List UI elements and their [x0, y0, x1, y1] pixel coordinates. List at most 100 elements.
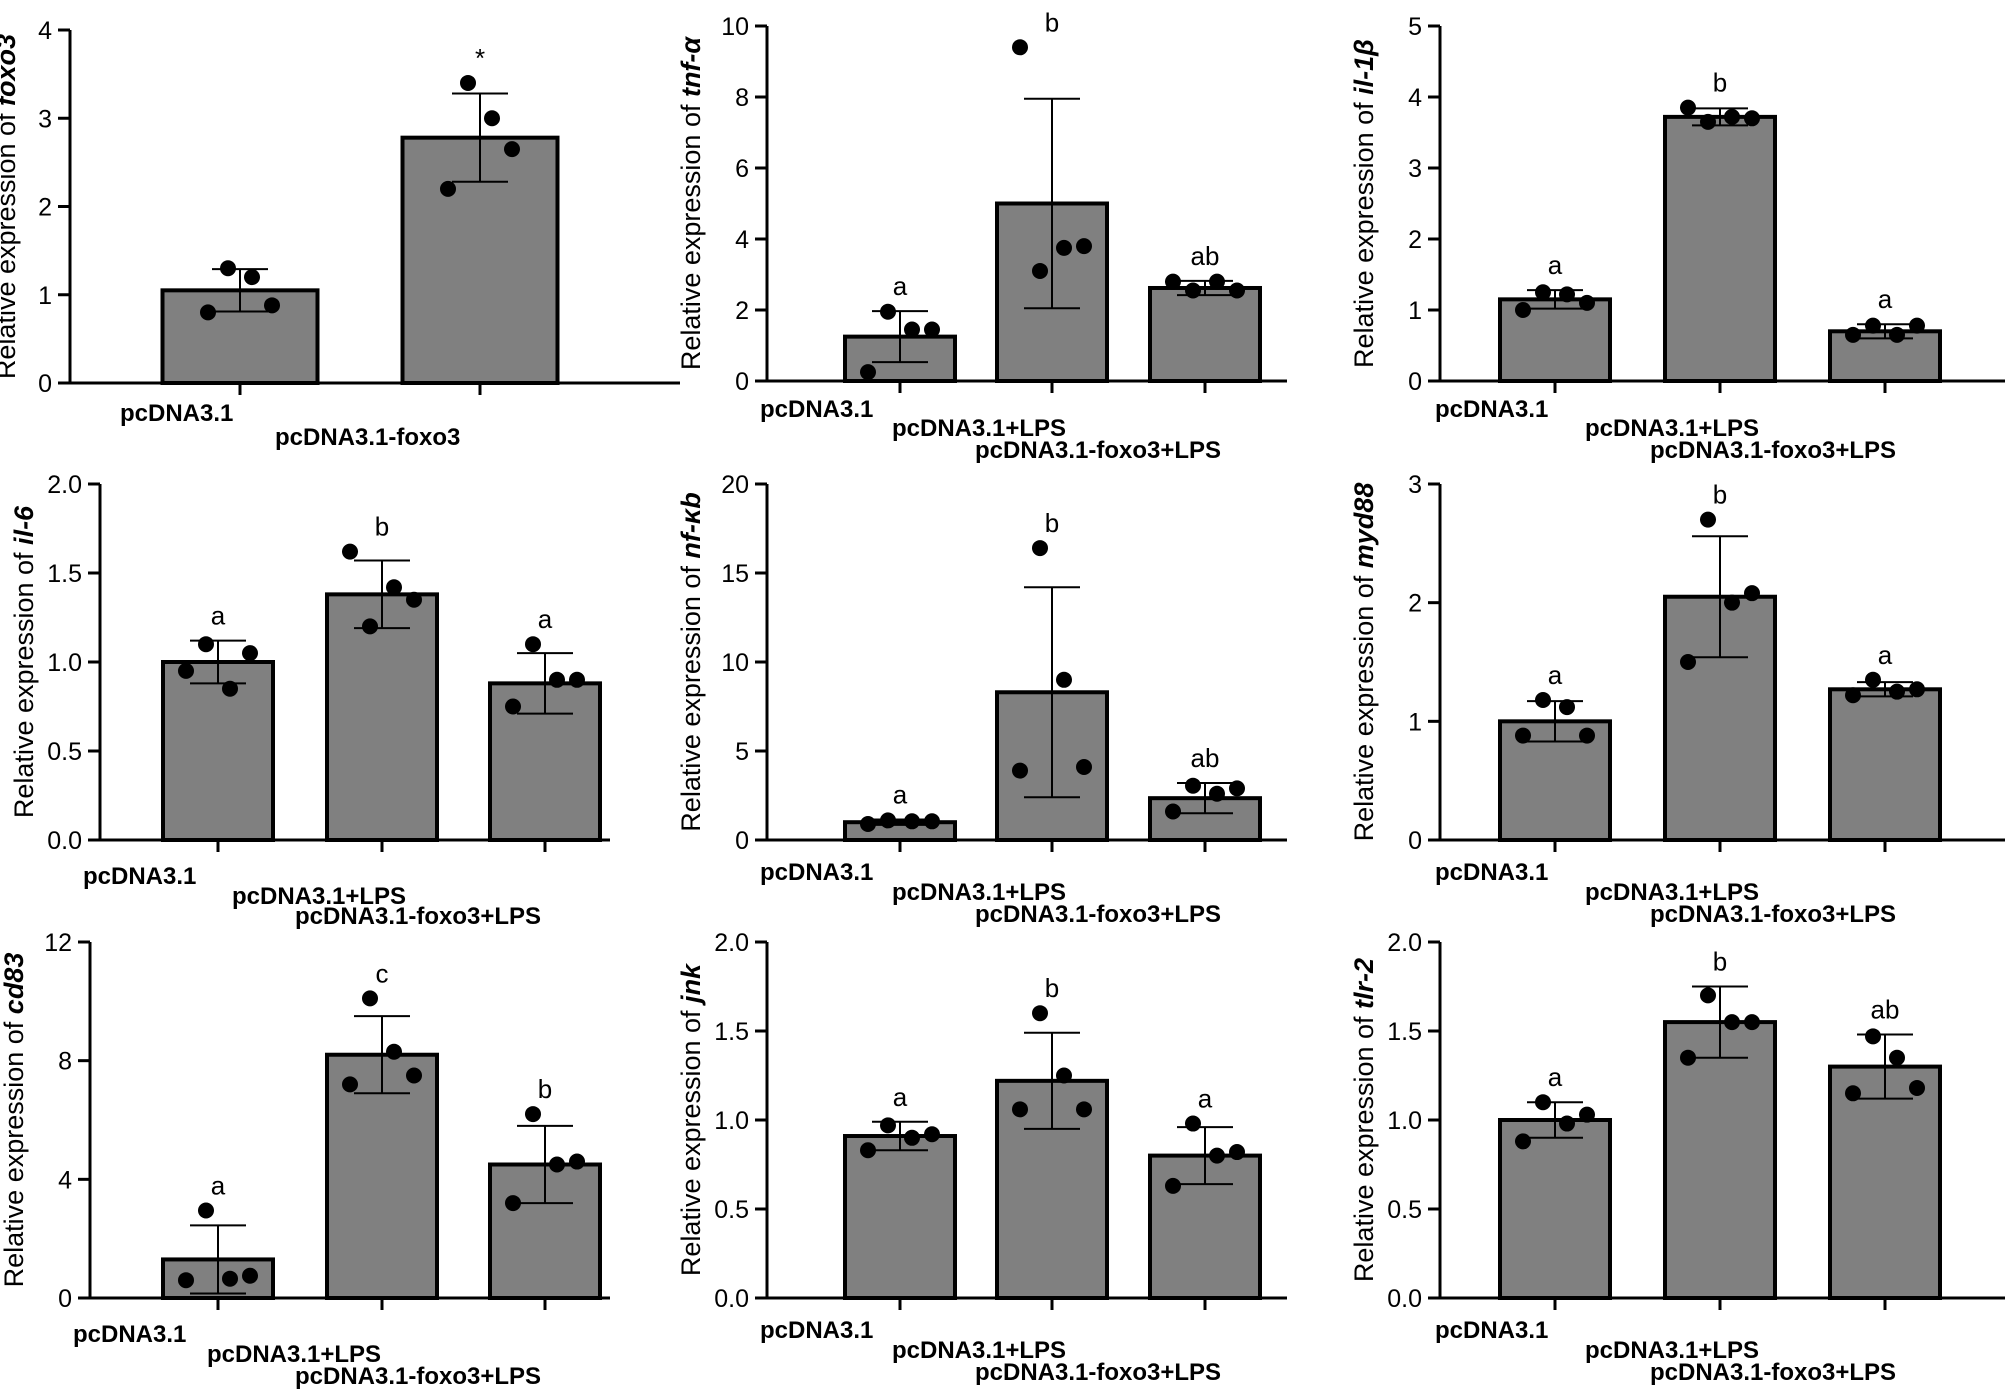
data-point [1165, 273, 1181, 290]
data-point [504, 141, 520, 158]
bar-pcDNA3.1-foxo3+LPS [1828, 687, 1942, 842]
y-tick-label: 3 [38, 105, 52, 133]
y-axis-label-gene: foxo3 [0, 34, 21, 106]
data-point [1515, 727, 1531, 744]
y-axis-label-gene: jnk [676, 962, 706, 1006]
data-point [1744, 1014, 1760, 1031]
data-point [242, 645, 258, 662]
data-point [244, 269, 260, 286]
y-tick-label: 1 [38, 282, 52, 310]
data-point [198, 636, 214, 653]
y-axis-label-prefix: Relative expression of [1349, 95, 1379, 368]
y-tick-label: 0 [1408, 827, 1422, 855]
data-point [924, 321, 940, 338]
chart-panel-tlr-2: 0.0 0.5 1.0 1.5 2.0 Relative expression of tl… [1349, 929, 2005, 1386]
significance-label: b [1045, 7, 1059, 37]
significance-label: b [538, 1074, 552, 1104]
y-tick-label: 0 [1408, 368, 1422, 396]
data-point [1076, 1101, 1092, 1118]
significance-label: a [1878, 284, 1893, 314]
data-point [1012, 762, 1028, 779]
y-tick-label: 2.0 [714, 929, 749, 957]
data-point [1680, 99, 1696, 116]
x-tick-label: pcDNA3.1 [760, 396, 873, 423]
data-point [924, 1126, 940, 1143]
y-tick-label: 4 [1408, 84, 1422, 112]
data-point [1185, 282, 1201, 299]
data-point [860, 364, 876, 381]
data-point [1744, 110, 1760, 127]
y-tick-label: 0 [38, 370, 52, 398]
y-tick-label: 20 [721, 471, 749, 499]
data-point [1889, 683, 1905, 700]
data-point [1865, 317, 1881, 334]
bar-pcDNA3.1-foxo3+LPS [1148, 285, 1262, 383]
bar-pcDNA3.1 [843, 1134, 957, 1301]
y-axis-label-gene: myd88 [1349, 483, 1379, 569]
data-point [924, 813, 940, 830]
data-point [904, 1129, 920, 1146]
y-axis-label-prefix: Relative expression of [0, 106, 21, 379]
y-tick-label: 2 [38, 194, 52, 222]
y-tick-label: 2 [735, 297, 749, 325]
y-axis-label-gene: il-6 [9, 505, 39, 545]
data-point [1865, 1028, 1881, 1045]
data-point [904, 813, 920, 830]
data-point [1515, 1133, 1531, 1150]
data-point [1056, 1067, 1072, 1084]
data-point [440, 180, 456, 197]
data-point [386, 579, 402, 596]
data-point [1229, 780, 1245, 797]
y-tick-label: 1.0 [1387, 1107, 1422, 1135]
chart-panel-cd83: 0 4 8 12 Relative expression of cd83 a pcDNA3.… [0, 929, 610, 1390]
x-tick-label: pcDNA3.1+LPS [207, 1341, 381, 1368]
significance-label: a [893, 1082, 908, 1112]
data-point [362, 990, 378, 1007]
y-tick-label: 4 [38, 17, 52, 45]
y-tick-label: 6 [735, 155, 749, 183]
data-point [1889, 326, 1905, 343]
data-point [1865, 671, 1881, 688]
significance-label: c [376, 958, 389, 988]
significance-label: a [893, 780, 908, 810]
data-point [1032, 262, 1048, 279]
x-tick-label: pcDNA3.1-foxo3+LPS [975, 901, 1221, 928]
bar-pcDNA3.1+LPS [1663, 1020, 1777, 1300]
data-point [880, 812, 896, 829]
y-tick-label: 0 [735, 827, 749, 855]
data-point [222, 1270, 238, 1287]
y-tick-label: 0.0 [47, 827, 82, 855]
data-point [860, 1142, 876, 1159]
data-point [549, 1156, 565, 1173]
data-point [1012, 39, 1028, 56]
x-tick-label: pcDNA3.1+LPS [1585, 415, 1759, 442]
bar-pcDNA3.1+LPS [1663, 114, 1777, 383]
significance-label: a [538, 604, 553, 634]
y-tick-label: 2.0 [1387, 929, 1422, 957]
x-tick-label: pcDNA3.1 [1435, 1317, 1548, 1344]
x-tick-label: pcDNA3.1-foxo3+LPS [295, 1363, 541, 1390]
chart-panel-myd88: 0 1 2 3 Relative expression of myd88 a pcDNA3.… [1349, 471, 2005, 928]
y-tick-label: 15 [721, 560, 749, 588]
data-point [1209, 1147, 1225, 1164]
bar-pcDNA3.1 [1498, 1118, 1612, 1300]
chart-panel-il-6: 0.0 0.5 1.0 1.5 2.0 Relative expression of il… [9, 471, 610, 930]
data-point [1579, 1106, 1595, 1123]
chart-panel-foxo3: 0 1 2 3 4 Relative expression of foxo3 pcDNA3.… [0, 17, 680, 451]
significance-label: b [1045, 973, 1059, 1003]
y-axis-label-gene: tnf-α [676, 36, 706, 97]
data-point [1700, 987, 1716, 1004]
data-point [1209, 785, 1225, 802]
significance-label: ab [1871, 995, 1900, 1025]
chart-panel-nf-κb: 0 5 10 15 20 Relative expression of nf-κb a pcD… [676, 471, 1287, 928]
data-point [1680, 654, 1696, 670]
y-tick-label: 1 [1408, 297, 1422, 325]
x-tick-label: pcDNA3.1-foxo3+LPS [975, 1359, 1221, 1386]
significance-label: b [1713, 68, 1727, 98]
data-point [569, 671, 585, 688]
significance-label: b [1713, 480, 1727, 510]
x-tick-label: pcDNA3.1 [73, 1321, 186, 1348]
x-tick-label: pcDNA3.1+LPS [1585, 879, 1759, 906]
data-point [178, 1272, 194, 1289]
